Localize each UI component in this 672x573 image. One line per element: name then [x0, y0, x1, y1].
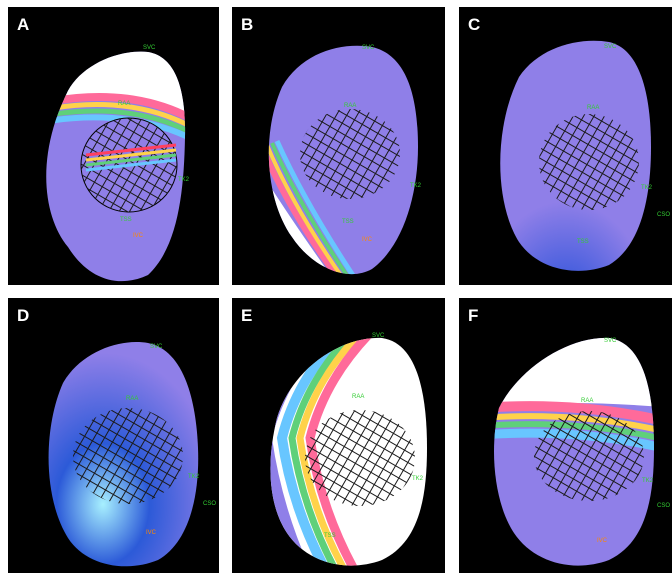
raa-label: RAA	[352, 394, 365, 400]
ostium-label: TSS	[324, 533, 336, 539]
raa-label: RAA	[581, 398, 594, 404]
ivc-label: IVC	[133, 233, 144, 239]
cso-label: CSO	[657, 212, 671, 218]
ostium-label: TSS	[120, 217, 132, 223]
panel-f-map	[494, 337, 654, 566]
svc-label: SVC	[604, 338, 617, 344]
raa-label: RAA	[587, 105, 600, 111]
ivc-label: IVC	[597, 538, 608, 544]
ostium-label: TSS	[342, 219, 354, 225]
panel-c-map	[500, 40, 651, 271]
raa-label: RAA	[344, 103, 357, 109]
panel-c-letter: C	[468, 15, 481, 34]
svc-label: SVC	[150, 344, 163, 350]
tk-label: TK2	[412, 476, 424, 482]
panel-b-letter: B	[241, 15, 254, 34]
cso-label: CSO	[203, 501, 217, 507]
svc-label: SVC	[362, 45, 375, 51]
panel-a-letter: A	[17, 15, 30, 34]
tk-label: TK2	[410, 183, 422, 189]
panel-d-letter: D	[17, 306, 30, 325]
ivc-label: IVC	[146, 530, 157, 536]
panel-d-map	[48, 342, 199, 567]
tk-label: TK2	[178, 177, 190, 183]
tk-label: TK2	[641, 185, 653, 191]
panel-a-map	[46, 51, 186, 282]
panel-e: E SVC RAA TK2 TSS	[232, 298, 445, 573]
panel-f: F SVC RAA TK2 CSO IVC	[459, 298, 672, 573]
cso-label: CSO	[657, 503, 671, 509]
raa-label: RAA	[118, 101, 131, 107]
raa-label: RAA	[126, 396, 139, 402]
panel-b: B SVC RAA TK2 TSS IVC	[232, 7, 445, 285]
svc-label: SVC	[143, 45, 156, 51]
ivc-label: IVC	[362, 237, 373, 243]
panel-e-map	[270, 337, 427, 566]
panel-b-map	[268, 45, 418, 275]
ostium-label: TSS	[577, 239, 589, 245]
svc-label: SVC	[372, 333, 385, 339]
svc-label: SVC	[604, 44, 617, 50]
tk-label: TK2	[642, 478, 654, 484]
panel-e-letter: E	[241, 306, 253, 325]
panel-c: C SVC RAA TK2 CSO TSS	[459, 7, 672, 285]
panel-f-letter: F	[468, 306, 479, 325]
panel-d: D SVC RAA TK2 CSO IVC	[8, 298, 219, 573]
tk-label: TK2	[188, 474, 200, 480]
panel-a: A SVC RAA TK2 TSS IVC	[8, 7, 219, 285]
